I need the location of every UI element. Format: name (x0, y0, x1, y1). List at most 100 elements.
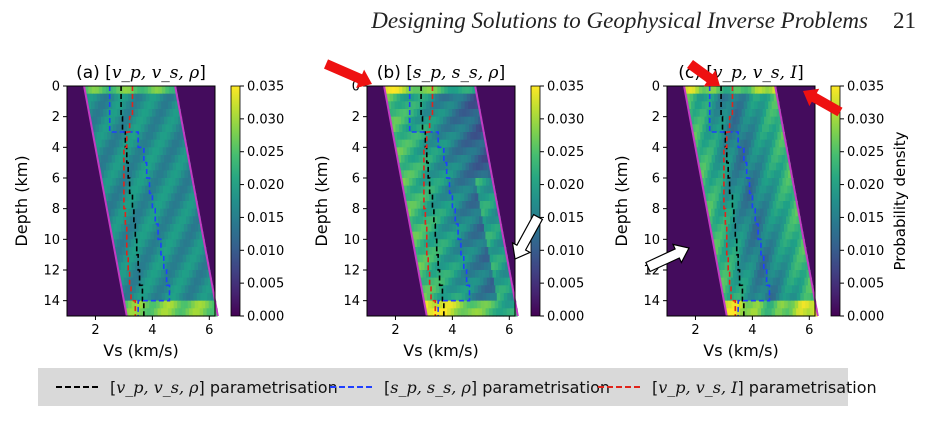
heatmap-cell (132, 155, 137, 164)
heatmap-cell (727, 239, 732, 248)
heatmap-cell (725, 285, 730, 294)
heatmap-cell (188, 247, 193, 256)
heatmap-cell (149, 300, 154, 309)
heatmap-cell (441, 185, 446, 194)
heatmap-cell (748, 185, 753, 194)
heatmap-cell (717, 132, 722, 141)
heatmap-cell (115, 101, 120, 110)
heatmap-cell (185, 155, 190, 164)
heatmap-cell (178, 308, 183, 317)
heatmap-cell (115, 116, 120, 125)
heatmap-cell (453, 193, 458, 202)
heatmap-cell (778, 178, 784, 187)
heatmap-cell (179, 293, 184, 302)
heatmap-cell (739, 116, 744, 125)
heatmap-cell (498, 262, 503, 271)
heatmap-cell (409, 124, 414, 133)
heatmap-cell (415, 231, 420, 240)
heatmap-cell (124, 147, 129, 156)
heatmap-cell (782, 254, 787, 263)
heatmap-cell (755, 109, 760, 118)
heatmap-cell (764, 231, 769, 240)
heatmap-cell (195, 231, 201, 240)
heatmap-cell (723, 201, 728, 210)
heatmap-cell (471, 155, 476, 164)
heatmap-cell (483, 239, 488, 248)
heatmap-cell (183, 162, 188, 171)
heatmap-cell (784, 247, 789, 256)
heatmap-cell (482, 293, 487, 302)
colorbar-tick-label: 0.030 (847, 112, 884, 127)
heatmap-cell (399, 147, 404, 156)
heatmap-cell (188, 285, 193, 294)
heatmap-cell (183, 185, 188, 194)
y-tick-label: 2 (52, 110, 60, 125)
heatmap-cell (176, 109, 181, 118)
heatmap-cell (751, 277, 756, 286)
heatmap-cell (459, 93, 464, 102)
heatmap-cell (460, 193, 465, 202)
heatmap-cell (122, 231, 127, 240)
heatmap-cell (703, 132, 708, 141)
x-tick-label: 6 (805, 323, 813, 338)
heatmap-cell (186, 254, 191, 263)
heatmap-cell (120, 147, 125, 156)
colorbar-tick-label: 0.020 (847, 178, 884, 193)
heatmap-cell (125, 155, 130, 164)
heatmap-cell (417, 262, 422, 271)
heatmap-cell (714, 132, 719, 141)
heatmap-cell (732, 155, 737, 164)
heatmap-cell (805, 285, 810, 294)
heatmap-cell (708, 139, 713, 148)
heatmap-cell (720, 239, 725, 248)
heatmap-cell (204, 277, 209, 286)
heatmap-cell (773, 300, 778, 309)
heatmap-cell (690, 116, 695, 125)
heatmap-cell (173, 132, 178, 141)
heatmap-cell (169, 109, 174, 118)
heatmap-cell (492, 270, 497, 279)
heatmap-cell (748, 277, 753, 286)
heatmap-cell (436, 139, 441, 148)
heatmap-cell (468, 178, 473, 187)
heatmap-cell (166, 262, 171, 271)
heatmap-cell (180, 132, 186, 141)
heatmap-cell (471, 193, 476, 202)
heatmap-cell (752, 109, 757, 118)
heatmap-cell (491, 285, 496, 294)
heatmap-cell (445, 170, 451, 179)
heatmap-cell (394, 101, 399, 110)
heatmap-cell (789, 293, 794, 302)
heatmap-cell (762, 239, 767, 248)
heatmap-cell (728, 93, 733, 102)
heatmap-cell (147, 124, 153, 133)
heatmap-cell (734, 109, 739, 118)
heatmap-cell (767, 155, 772, 164)
heatmap-cell (455, 109, 460, 118)
heatmap-cell (120, 277, 125, 286)
heatmap-cell (137, 162, 142, 171)
heatmap-cell (774, 116, 779, 125)
heatmap-cell (496, 216, 501, 225)
heatmap-cell (418, 270, 424, 279)
heatmap-cell (798, 285, 803, 294)
heatmap-cell (480, 147, 485, 156)
heatmap-cell (738, 93, 743, 102)
heatmap-cell (742, 132, 747, 141)
heatmap-cell (454, 308, 459, 317)
heatmap-cell (767, 285, 772, 294)
heatmap-cell (187, 300, 192, 309)
heatmap-cell (126, 178, 131, 187)
heatmap-cell (713, 239, 718, 248)
heatmap-cell (169, 277, 174, 286)
heatmap-cell (437, 239, 442, 248)
heatmap-cell (455, 185, 460, 194)
heatmap-cell (757, 178, 763, 187)
heatmap-cell (785, 178, 791, 187)
heatmap-cell (742, 93, 747, 102)
heatmap-cell (145, 109, 150, 118)
heatmap-cell (772, 201, 777, 210)
heatmap-cell (176, 277, 181, 286)
heatmap-cell (188, 193, 193, 202)
